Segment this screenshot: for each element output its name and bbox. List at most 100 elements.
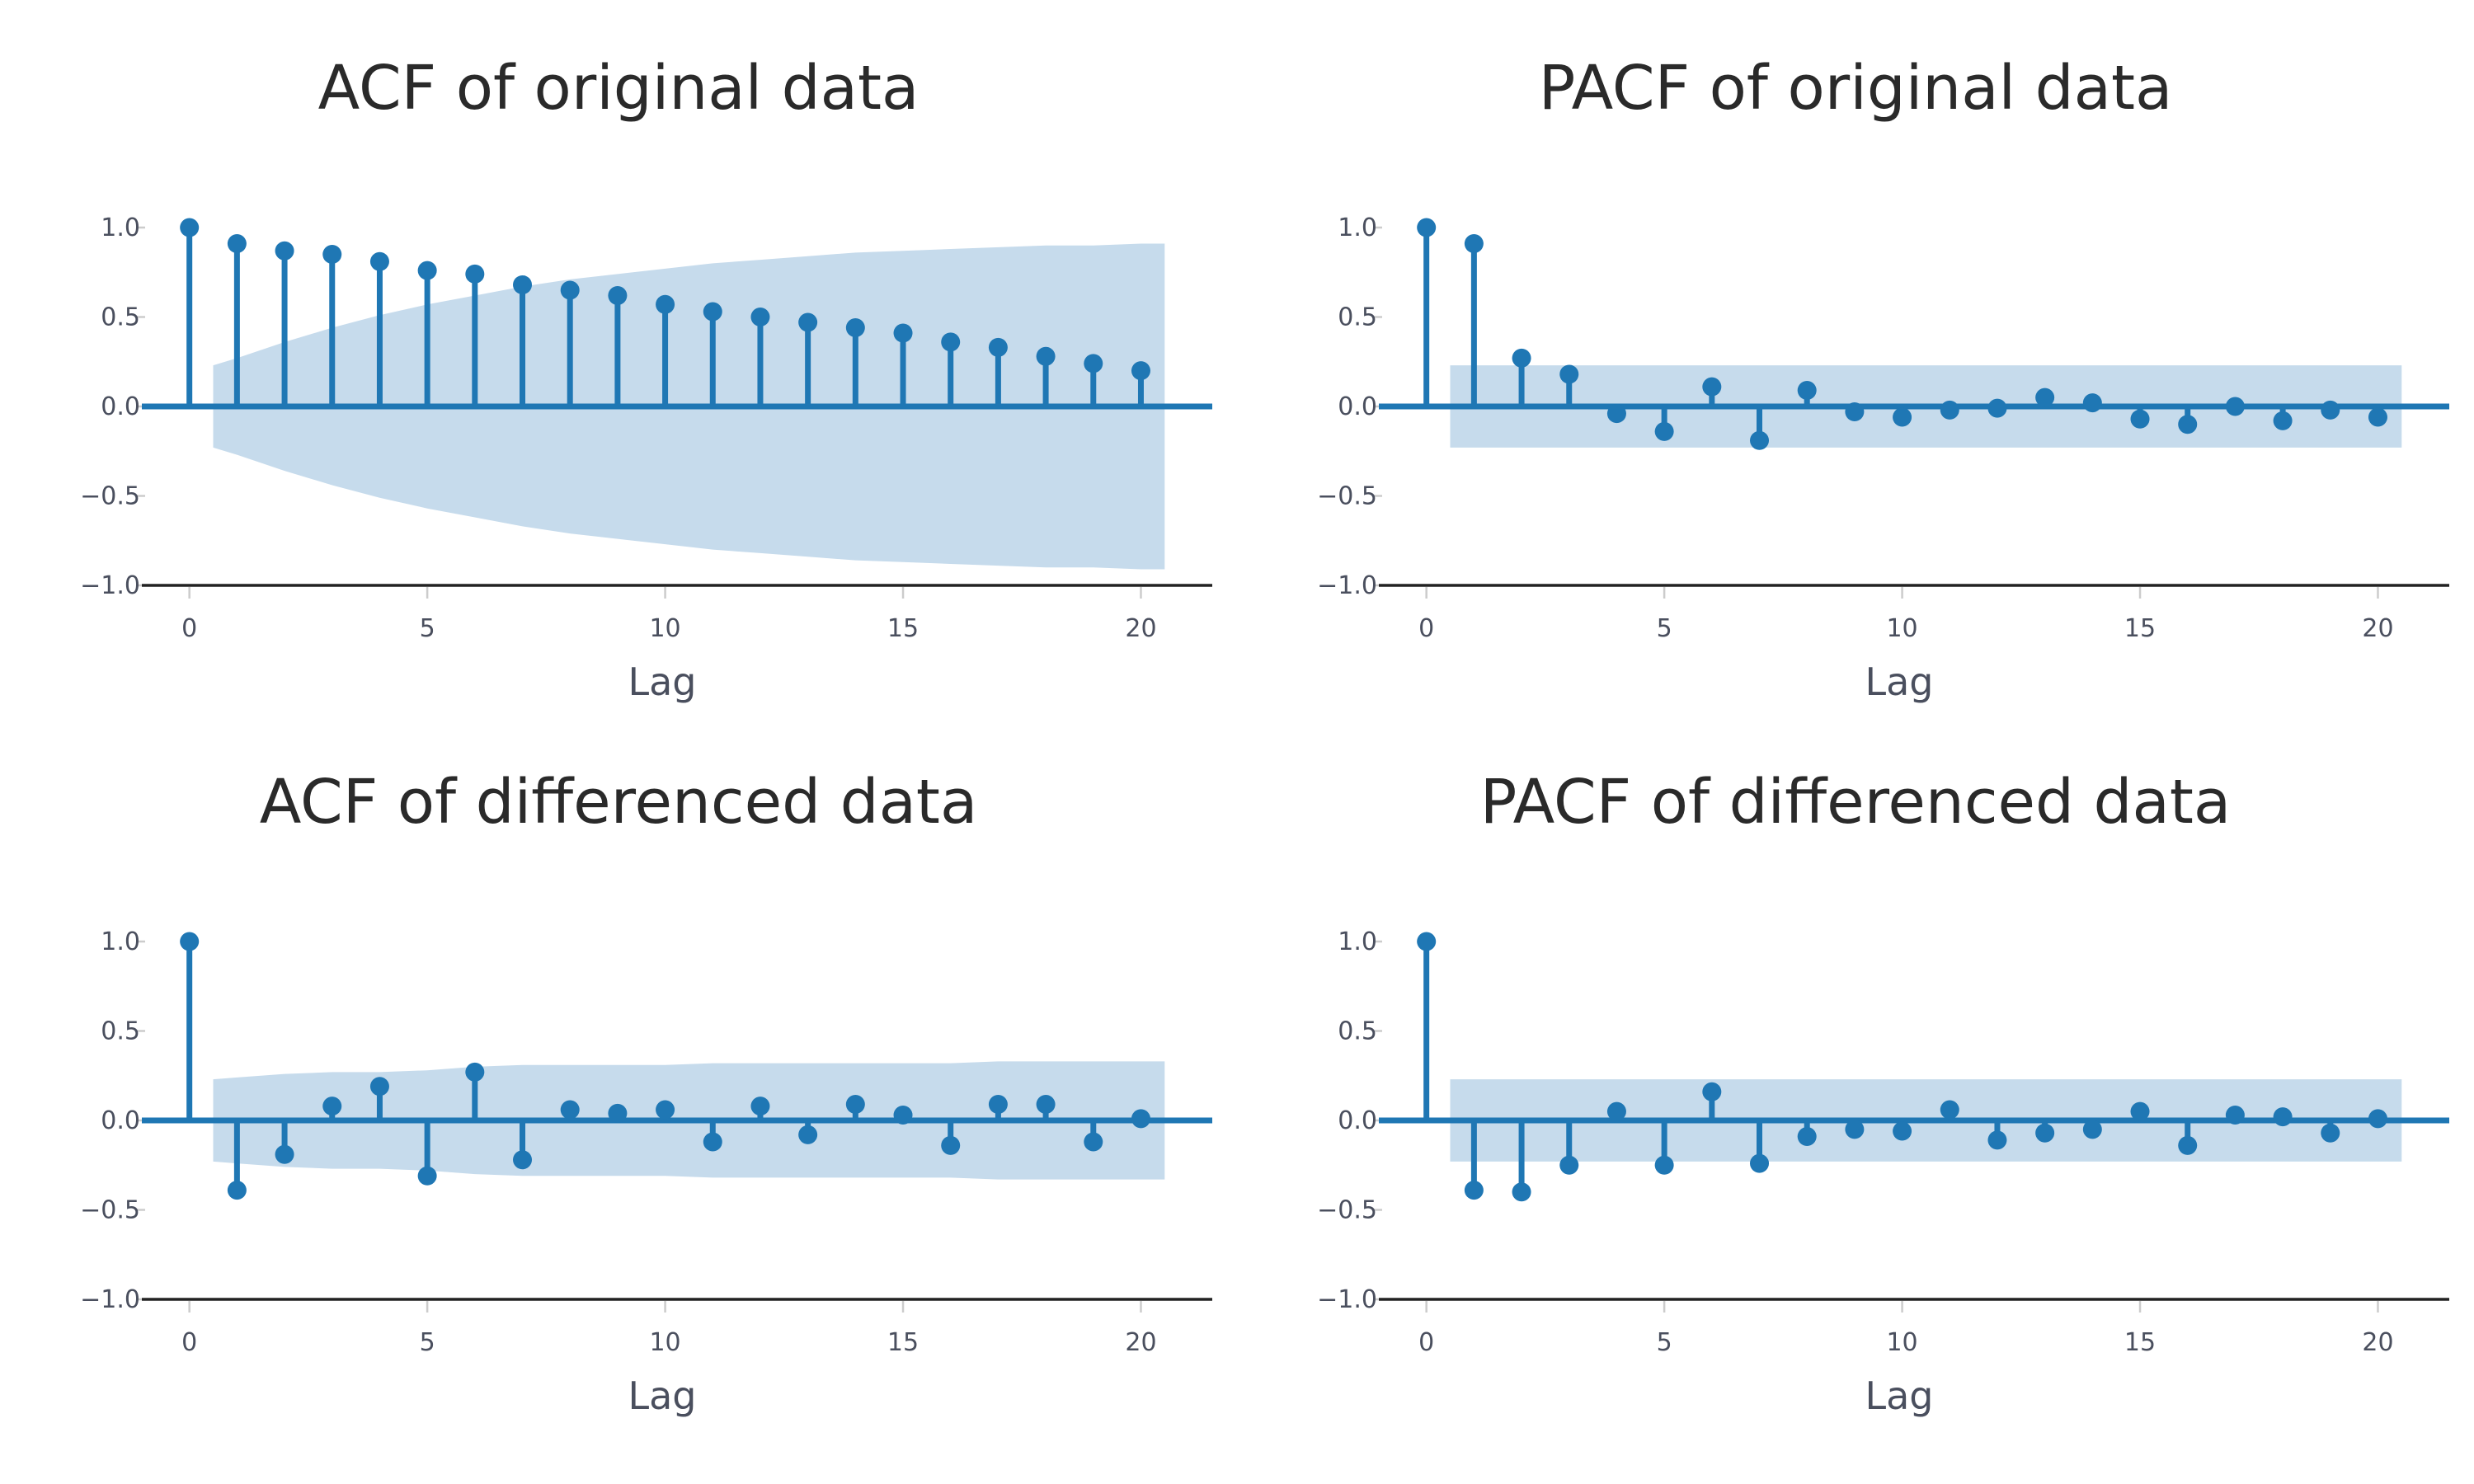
x-tick-label: 0 (1418, 614, 1434, 643)
y-tick-label: −1.0 (1317, 1285, 1377, 1314)
y-tick-label: 1.0 (101, 214, 140, 242)
x-tick-label: 15 (887, 614, 919, 643)
data-point (417, 1166, 437, 1186)
data-point (798, 312, 818, 332)
data-point (465, 1062, 485, 1082)
data-point (180, 218, 200, 237)
data-point (1987, 1130, 2007, 1150)
data-point (275, 241, 294, 261)
data-point (2321, 400, 2340, 420)
data-point (1845, 402, 1865, 422)
data-point (1702, 1082, 1722, 1101)
data-point (941, 1135, 961, 1155)
data-point (608, 1103, 628, 1123)
x-tick-label: 0 (181, 1328, 197, 1357)
data-point (656, 1100, 675, 1120)
data-point (1512, 348, 1531, 368)
panel-title: ACF of original data (317, 53, 920, 124)
data-point (275, 1144, 294, 1164)
data-point (703, 1132, 722, 1152)
pacf-differenced-plot: 0 5 10 15 20 1.0 0.5 0.0 −0.5 −1.0 (1317, 928, 2449, 1357)
data-point (1464, 234, 1484, 254)
data-point (1036, 346, 1056, 366)
data-point (1464, 1181, 1484, 1200)
x-tick-label: 15 (887, 1328, 919, 1357)
data-point (227, 234, 247, 254)
data-point (2321, 1123, 2340, 1143)
data-point (1750, 430, 1770, 450)
data-point (1893, 407, 1912, 427)
data-point (845, 318, 865, 338)
data-point (893, 323, 913, 343)
y-tick-label: 0.0 (101, 1106, 140, 1135)
y-tick-label: −0.5 (80, 1196, 140, 1225)
y-tick-label: −1.0 (80, 1285, 140, 1314)
data-point (798, 1125, 818, 1144)
panel-title: PACF of differenced data (1479, 767, 2232, 838)
pacf-original-panel: PACF of original data 0 5 10 15 20 1.0 0.5 0.0 −… (1237, 0, 2474, 742)
data-point (1559, 364, 1579, 384)
data-point (369, 251, 389, 271)
data-point (2130, 409, 2150, 429)
data-point (2273, 411, 2293, 430)
data-point (2178, 1135, 2198, 1155)
x-tick-label: 15 (2124, 614, 2156, 643)
x-tick-label: 20 (1125, 1328, 1156, 1357)
x-axis-label: Lag (1865, 660, 1934, 704)
y-tick-label: 0.5 (1338, 1017, 1377, 1046)
y-tick-label: 0.5 (101, 1017, 140, 1046)
data-point (560, 280, 580, 300)
acf-differenced-plot: 0 5 10 15 20 1.0 0.5 0.0 −0.5 −1.0 (80, 928, 1212, 1357)
y-tick-label: 0.0 (1338, 1106, 1377, 1135)
x-tick-label: 10 (649, 1328, 680, 1357)
data-point (1131, 1109, 1150, 1129)
acf-differenced-panel: ACF of differenced data 0 5 10 15 20 1.0 0.5 0.… (0, 742, 1237, 1484)
data-point (941, 332, 961, 352)
data-point (2082, 393, 2102, 413)
acf-original-panel: ACF of original data 0 5 10 15 20 1.0 0.5 0.0 −0… (0, 0, 1237, 742)
data-point (369, 1077, 389, 1097)
x-tick-label: 20 (2362, 614, 2393, 643)
x-tick-label: 5 (1657, 1328, 1672, 1357)
y-tick-label: −1.0 (80, 571, 140, 600)
data-point (2082, 1120, 2102, 1139)
data-point (1987, 398, 2007, 418)
data-point (1893, 1121, 1912, 1141)
data-point (988, 1094, 1008, 1114)
data-point (988, 337, 1008, 357)
data-point (1750, 1153, 1770, 1173)
data-point (2178, 415, 2198, 434)
data-point (750, 1097, 770, 1116)
data-point (1797, 380, 1817, 400)
data-point (1036, 1094, 1056, 1114)
data-point (1654, 421, 1674, 441)
data-point (322, 245, 342, 265)
data-point (417, 261, 437, 280)
x-tick-label: 0 (1418, 1328, 1434, 1357)
y-tick-label: 0.5 (101, 303, 140, 332)
data-point (1084, 354, 1103, 373)
y-tick-label: 1.0 (101, 928, 140, 956)
y-tick-label: 0.0 (1338, 392, 1377, 421)
y-tick-label: 1.0 (1338, 928, 1377, 956)
data-point (893, 1105, 913, 1125)
data-point (1702, 377, 1722, 397)
x-tick-label: 15 (2124, 1328, 2156, 1357)
data-point (1084, 1132, 1103, 1152)
panel-title: ACF of differenced data (259, 767, 978, 838)
data-point (1606, 404, 1626, 424)
data-point (513, 275, 533, 294)
y-tick-label: −0.5 (1317, 482, 1377, 511)
data-point (1654, 1155, 1674, 1175)
x-tick-label: 10 (1886, 614, 1917, 643)
data-point (750, 308, 770, 326)
x-tick-label: 10 (649, 614, 680, 643)
data-point (2225, 1105, 2245, 1125)
data-point (1845, 1120, 1865, 1139)
data-point (2035, 387, 2055, 407)
y-tick-label: 1.0 (1338, 214, 1377, 242)
pacf-original-plot: 0 5 10 15 20 1.0 0.5 0.0 −0.5 −1.0 (1317, 214, 2449, 643)
x-axis-label: Lag (628, 1374, 697, 1418)
panel-title: PACF of original data (1538, 53, 2173, 124)
data-point (2273, 1107, 2293, 1127)
